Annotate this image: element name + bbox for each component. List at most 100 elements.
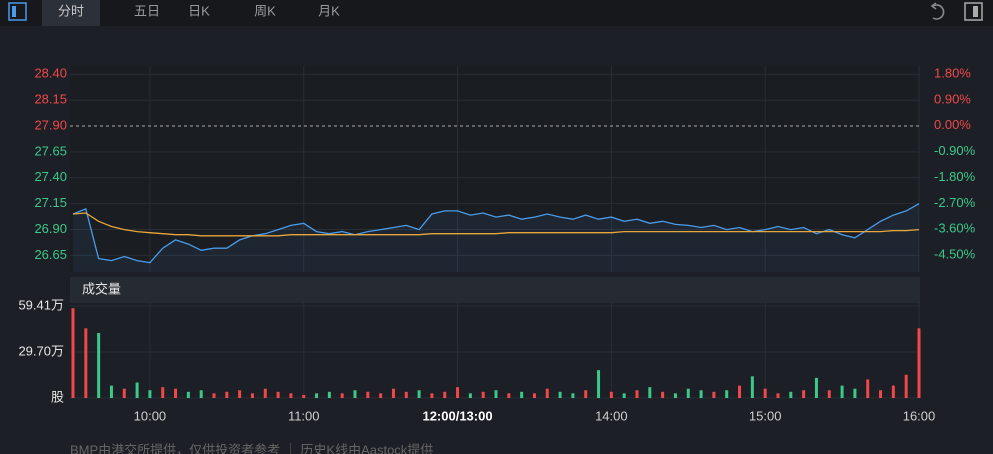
volume-bar <box>174 388 178 398</box>
x-tick-label: 14:00 <box>595 408 628 423</box>
volume-bar <box>584 390 588 398</box>
volume-bar <box>443 391 447 398</box>
volume-bar <box>776 393 780 398</box>
y-tick-label: 26.90 <box>34 221 67 236</box>
volume-bar <box>520 391 524 398</box>
sidebar-toggle[interactable] <box>8 2 27 21</box>
volume-bar <box>430 393 434 398</box>
tab-label: 分时 <box>58 3 84 18</box>
volume-bar <box>545 388 549 398</box>
y2-tick-label: -3.60% <box>934 221 976 236</box>
volume-bar <box>622 393 626 398</box>
volume-bar <box>661 391 665 398</box>
volume-bar <box>225 391 229 398</box>
volume-bar <box>840 385 844 398</box>
volume-bar <box>891 385 895 398</box>
volume-panel-header <box>70 277 920 303</box>
volume-bar <box>404 391 408 398</box>
volume-bar <box>468 393 472 398</box>
toolbar <box>0 0 993 26</box>
volume-bar <box>250 393 254 398</box>
volume-bar <box>353 390 357 398</box>
volume-bar <box>853 388 857 398</box>
volume-bar <box>609 391 613 398</box>
volume-bar <box>456 387 460 398</box>
tab[interactable]: 分时 <box>42 0 100 26</box>
average-line <box>72 212 920 237</box>
tab[interactable]: 日K <box>188 3 210 18</box>
y-tick-label: 28.40 <box>34 66 67 81</box>
volume-bar <box>917 328 921 398</box>
volume-bar <box>635 390 639 398</box>
volume-bar <box>725 390 729 398</box>
volume-bar <box>571 393 575 398</box>
volume-bar <box>814 377 818 398</box>
volume-bar <box>122 388 126 398</box>
y-tick-label: 59.41万 <box>18 297 64 312</box>
volume-bar <box>738 385 742 398</box>
volume-bar <box>238 390 242 398</box>
y-tick-label: 29.70万 <box>18 343 64 358</box>
volume-bar <box>71 308 75 398</box>
refresh-icon <box>932 4 945 20</box>
volume-bar <box>84 328 88 398</box>
x-tick-label: 15:00 <box>749 408 782 423</box>
price-line <box>72 203 920 264</box>
tab-label: 月K <box>318 3 340 18</box>
y2-tick-label: 1.80% <box>934 65 971 80</box>
y2-tick-label: -1.80% <box>934 169 976 184</box>
volume-bar <box>379 393 383 398</box>
price-area <box>73 203 919 272</box>
tab-label: 周K <box>254 3 276 18</box>
volume-bar <box>340 393 344 398</box>
refresh-arrow <box>930 2 937 10</box>
volume-bar <box>289 393 293 398</box>
volume-bar <box>673 393 677 398</box>
volume-bar <box>135 382 139 398</box>
x-tick-label: 11:00 <box>288 408 320 423</box>
y2-tick-label: 0.90% <box>934 91 971 106</box>
y-tick-label: 股 <box>51 389 64 404</box>
volume-bar <box>391 388 395 398</box>
volume-bar <box>148 390 152 398</box>
sidebar-toggle-bar <box>12 6 16 17</box>
volume-bar <box>109 385 113 398</box>
tab[interactable]: 月K <box>318 3 340 18</box>
volume-bar <box>161 387 165 398</box>
volume-bar <box>366 391 370 398</box>
volume-bar <box>494 390 498 398</box>
x-tick-label: 12:00/13:00 <box>422 408 492 423</box>
volume-bar <box>597 370 601 398</box>
tab[interactable]: 五日 <box>134 3 160 18</box>
volume-bar <box>763 388 767 398</box>
volume-bar <box>750 376 754 398</box>
volume-bar <box>789 391 793 398</box>
y-tick-label: 26.65 <box>34 247 67 262</box>
volume-bar <box>417 390 421 398</box>
volume-panel-title: 成交量 <box>82 281 121 296</box>
y-tick-label: 27.40 <box>34 169 67 184</box>
volume-bar <box>302 394 306 398</box>
y-tick-label: 27.90 <box>34 117 67 132</box>
y2-tick-label: 0.00% <box>934 117 971 132</box>
y-tick-label: 27.15 <box>34 195 67 210</box>
refresh-button[interactable] <box>930 2 945 20</box>
tab[interactable]: 周K <box>254 3 276 18</box>
volume-bar <box>827 390 831 398</box>
volume-bar <box>558 391 562 398</box>
tab-label: 日K <box>188 3 210 18</box>
y-tick-label: 27.65 <box>34 143 67 158</box>
volume-bar <box>315 393 319 398</box>
tab-label: 五日 <box>134 3 160 18</box>
volume-bar <box>712 391 716 398</box>
volume-bar <box>866 379 870 398</box>
volume-bar <box>879 390 883 398</box>
volume-bar <box>686 388 690 398</box>
y-tick-label: 28.15 <box>34 92 67 107</box>
volume-bar <box>904 374 908 398</box>
y2-tick-label: -4.50% <box>934 246 976 261</box>
volume-bar <box>481 391 485 398</box>
panel-toggle[interactable] <box>964 2 983 21</box>
